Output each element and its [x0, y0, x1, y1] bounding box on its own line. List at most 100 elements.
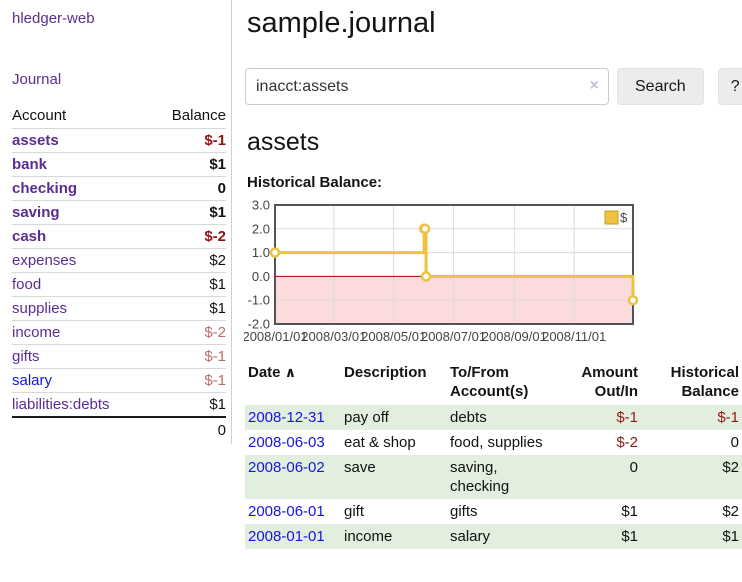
transaction-date-link[interactable]: 2008-01-01 — [248, 528, 325, 545]
transaction-date-link[interactable]: 2008-06-02 — [248, 459, 325, 476]
account-row: expenses $2 — [12, 248, 226, 273]
chart-title: Historical Balance: — [247, 174, 383, 191]
x-axis-tick-label: 2008/05/01 — [361, 329, 426, 344]
plot-border — [274, 204, 634, 325]
date-header-label: Date — [248, 364, 281, 381]
account-link-cash[interactable]: cash — [12, 228, 47, 245]
account-link-bank[interactable]: bank — [12, 156, 48, 173]
account-row: gifts $-1 — [12, 344, 226, 369]
transaction-amount: $1 — [621, 503, 638, 520]
transaction-balance: $2 — [722, 503, 739, 520]
search-input-wrap: × — [245, 68, 609, 105]
transaction-description: income — [341, 524, 447, 549]
data-point-marker — [420, 271, 432, 282]
app-brand-link[interactable]: hledger-web — [12, 10, 95, 27]
transaction-description: save — [341, 455, 447, 499]
accounts-header-row: Account Balance — [12, 103, 226, 129]
account-row: saving $1 — [12, 200, 226, 225]
register-header-description: Description — [344, 364, 427, 381]
help-button[interactable]: ? — [717, 68, 742, 105]
transaction-description: eat & shop — [344, 434, 416, 451]
y-axis-tick-label: 0.0 — [252, 269, 270, 284]
accounts-header-account: Account — [12, 107, 67, 124]
account-row: cash $-2 — [12, 224, 226, 249]
transaction-accounts: saving, checking — [447, 455, 565, 499]
sidebar-accounts-table: Account Balance assets $-1 bank $1 checking 0… — [12, 103, 226, 442]
accounts-total-spacer — [12, 417, 150, 442]
account-link-assets[interactable]: assets — [12, 132, 59, 149]
x-axis-tick-label: 2008/11/01 — [542, 329, 606, 344]
register-header-date[interactable]: Date ∧ — [245, 361, 341, 405]
account-balance: $-1 — [204, 132, 226, 149]
account-balance: $1 — [209, 204, 226, 221]
transaction-accounts: debts — [447, 405, 565, 430]
account-row: bank $1 — [12, 152, 226, 177]
main-content: sample.journal × Search ? assets Histori… — [244, 0, 742, 549]
y-axis-tick-label: -1.0 — [248, 293, 270, 308]
register-row: 2008-06-01 gift gifts $1 $2 — [245, 499, 742, 524]
transaction-description: pay off — [341, 405, 447, 430]
account-heading: assets — [247, 128, 320, 156]
account-row: supplies $1 — [12, 296, 226, 321]
transaction-date-link[interactable]: 2008-06-03 — [248, 434, 325, 451]
account-balance: $1 — [209, 156, 226, 173]
account-link-liabilities-debts[interactable]: liabilities:debts — [12, 396, 110, 413]
sidebar-nav: Journal — [12, 71, 231, 88]
register-header-balance: Historical Balance — [670, 364, 739, 400]
search-form: × Search ? — [245, 68, 742, 105]
page-title: sample.journal — [247, 7, 436, 39]
transaction-amount: $-2 — [616, 434, 638, 451]
account-row: checking 0 — [12, 176, 226, 201]
account-link-gifts[interactable]: gifts — [12, 348, 40, 365]
account-balance: $-1 — [204, 372, 226, 389]
account-row: salary $-1 — [12, 368, 226, 393]
account-link-income[interactable]: income — [12, 324, 61, 341]
account-balance: $2 — [209, 252, 226, 269]
account-link-salary[interactable]: salary — [12, 372, 53, 389]
register-table: Date ∧ Description To/From Account(s) Am… — [245, 361, 742, 549]
transaction-date-link[interactable]: 2008-06-01 — [248, 503, 325, 520]
account-balance: $-1 — [204, 348, 226, 365]
account-balance: $1 — [209, 396, 226, 413]
x-axis-tick-label: 2008/03/01 — [301, 329, 366, 344]
register-row: 2008-01-01 income salary $1 $1 — [245, 524, 742, 549]
transaction-balance: $-1 — [641, 405, 742, 430]
transaction-balance: $1 — [641, 524, 742, 549]
register-row: 2008-06-03 eat & shop food, supplies $-2 0 — [245, 430, 742, 455]
account-balance: $-2 — [204, 324, 226, 341]
accounts-total-value: 0 — [217, 421, 226, 439]
search-button[interactable]: Search — [617, 68, 704, 105]
historical-balance-chart[interactable]: $3.0 2.0 1.0 0.0 -1.0 -2.0 2008/01/01 2008/03/0… — [244, 198, 742, 348]
sidebar: hledger-web Journal Account Balance asse… — [0, 0, 232, 444]
transaction-balance: 0 — [730, 434, 739, 451]
x-axis-tick-label: 2008/01/01 — [244, 329, 308, 344]
transaction-amount: $1 — [565, 524, 641, 549]
register-row: 2008-06-02 save saving, checking 0 $2 — [245, 455, 742, 499]
transaction-date-link[interactable]: 2008-12-31 — [248, 409, 325, 426]
transaction-amount: 0 — [565, 455, 641, 499]
account-link-food[interactable]: food — [12, 276, 42, 293]
account-row: liabilities:debts $1 — [12, 392, 226, 418]
account-link-expenses[interactable]: expenses — [12, 252, 77, 269]
account-balance: 0 — [217, 180, 226, 197]
register-header-row: Date ∧ Description To/From Account(s) Am… — [245, 361, 742, 405]
account-row: food $1 — [12, 272, 226, 297]
account-balance: $1 — [209, 300, 226, 317]
clear-search-icon[interactable]: × — [589, 77, 599, 94]
legend-label: $ — [620, 210, 628, 225]
account-row: income $-2 — [12, 320, 226, 345]
account-link-supplies[interactable]: supplies — [12, 300, 68, 317]
account-link-saving[interactable]: saving — [12, 204, 60, 221]
accounts-header-balance: Balance — [171, 107, 226, 124]
transaction-amount: $-1 — [565, 405, 641, 430]
x-axis-tick-label: 2008/07/01 — [421, 329, 486, 344]
account-row: assets $-1 — [12, 128, 226, 153]
accounts-total-row: 0 — [12, 417, 226, 442]
y-axis-tick-label: 2.0 — [252, 221, 270, 236]
y-axis-tick-label: 3.0 — [252, 198, 270, 213]
account-link-checking[interactable]: checking — [12, 180, 78, 197]
transaction-accounts: food, supplies — [450, 434, 543, 451]
sort-ascending-icon: ∧ — [284, 364, 297, 380]
sidebar-item-journal[interactable]: Journal — [12, 71, 62, 88]
search-input[interactable] — [245, 68, 609, 105]
